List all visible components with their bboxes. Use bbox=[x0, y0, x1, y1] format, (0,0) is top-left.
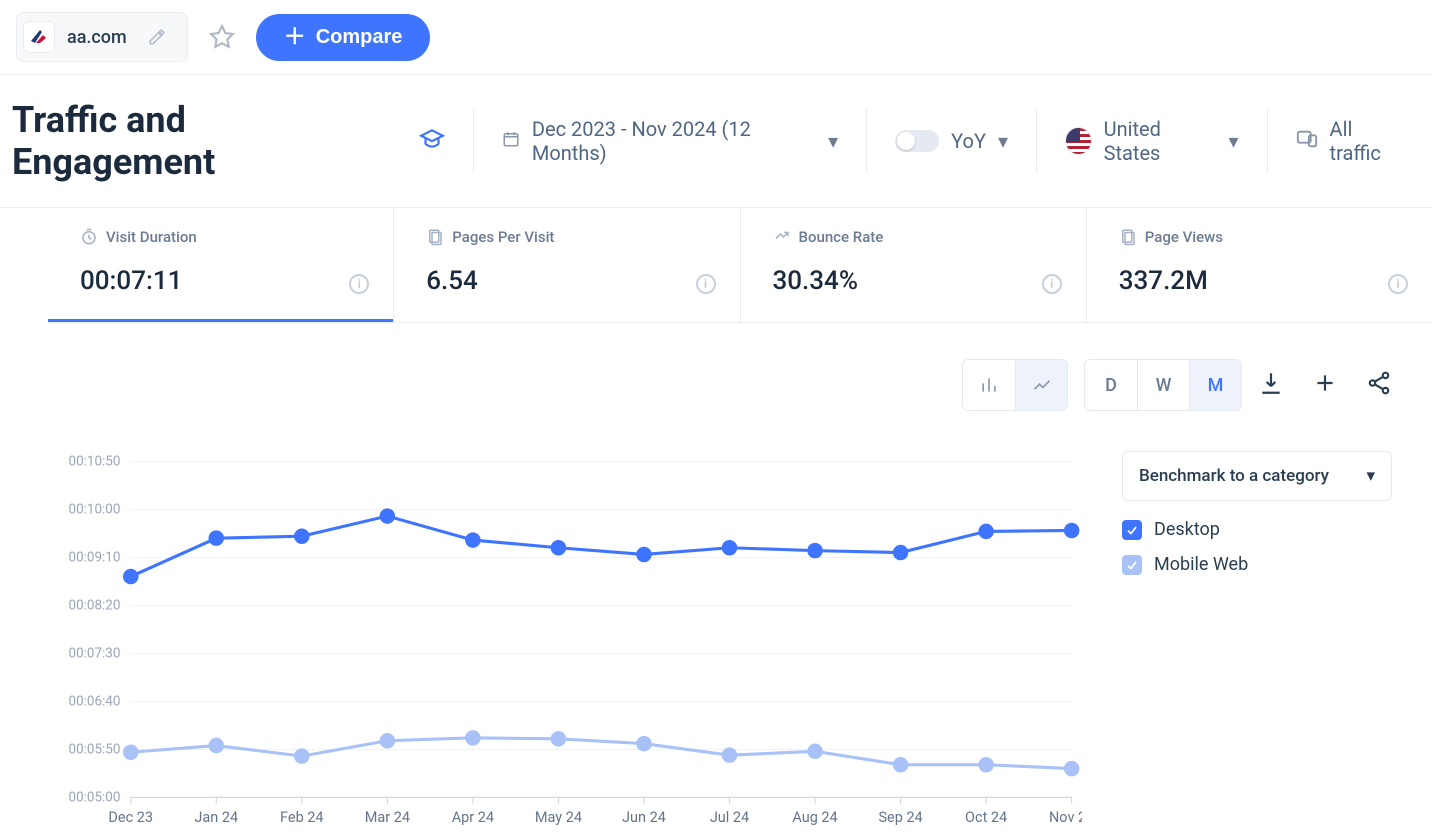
metric-label: Page Views bbox=[1145, 228, 1223, 246]
svg-text:00:09:10: 00:09:10 bbox=[69, 550, 121, 565]
info-icon[interactable]: i bbox=[1042, 274, 1062, 294]
metric-bounce-rate[interactable]: Bounce Rate 30.34%i bbox=[741, 208, 1087, 322]
granularity-D[interactable]: D bbox=[1085, 360, 1137, 410]
flag-icon bbox=[1065, 127, 1092, 155]
date-range-selector[interactable]: Dec 2023 - Nov 2024 (12 Months) ▾ bbox=[474, 117, 866, 165]
metric-value: 6.54 bbox=[426, 266, 707, 296]
checkbox-icon[interactable] bbox=[1122, 555, 1142, 575]
chart-zone: 00:10:50 00:10:00 00:09:10 00:08:20 00:07:30… bbox=[0, 411, 1432, 838]
topbar: aa.com ＋ Compare bbox=[0, 0, 1432, 74]
download-icon[interactable] bbox=[1258, 370, 1284, 400]
benchmark-label: Benchmark to a category bbox=[1139, 466, 1329, 486]
metric-pages-per-visit[interactable]: Pages Per Visit 6.54i bbox=[394, 208, 740, 322]
plus-icon[interactable] bbox=[1312, 370, 1338, 400]
education-icon[interactable] bbox=[419, 126, 445, 156]
svg-text:Nov 24: Nov 24 bbox=[1049, 809, 1082, 826]
metric-value: 30.34% bbox=[773, 266, 1054, 296]
legend-item-1[interactable]: Mobile Web bbox=[1122, 554, 1392, 575]
traffic-chart: 00:10:50 00:10:00 00:09:10 00:08:20 00:07:30… bbox=[48, 451, 1082, 834]
metric-label: Pages Per Visit bbox=[452, 228, 554, 246]
edit-icon[interactable] bbox=[139, 19, 175, 55]
checkbox-icon[interactable] bbox=[1122, 520, 1142, 540]
title-wrap: Traffic and Engagement bbox=[0, 75, 473, 207]
metric-visit-duration[interactable]: Visit Duration 00:07:11i bbox=[48, 208, 394, 322]
devices-icon bbox=[1296, 128, 1318, 155]
svg-text:00:05:00: 00:05:00 bbox=[69, 791, 121, 806]
svg-text:00:10:50: 00:10:50 bbox=[69, 454, 121, 469]
site-favicon bbox=[23, 21, 55, 53]
vis-line-button[interactable] bbox=[1015, 360, 1067, 410]
metric-value: 337.2M bbox=[1119, 266, 1400, 296]
country-label: United States bbox=[1104, 117, 1217, 165]
country-selector[interactable]: United States ▾ bbox=[1037, 117, 1267, 165]
svg-text:00:10:00: 00:10:00 bbox=[69, 502, 121, 517]
vis-bar-button[interactable] bbox=[963, 360, 1015, 410]
granularity-M[interactable]: M bbox=[1189, 360, 1241, 410]
svg-text:00:08:20: 00:08:20 bbox=[69, 598, 121, 613]
svg-text:Dec 23: Dec 23 bbox=[108, 809, 153, 826]
legend-label: Mobile Web bbox=[1154, 554, 1248, 575]
chart-action-icons bbox=[1258, 370, 1392, 400]
svg-text:Apr 24: Apr 24 bbox=[452, 809, 494, 826]
benchmark-dropdown[interactable]: Benchmark to a category ▾ bbox=[1122, 451, 1392, 501]
chart-legend: Desktop Mobile Web bbox=[1122, 519, 1392, 575]
metric-page-views[interactable]: Page Views 337.2Mi bbox=[1087, 208, 1432, 322]
svg-text:00:05:50: 00:05:50 bbox=[69, 743, 121, 758]
header-row: Traffic and Engagement Dec 2023 - Nov 20… bbox=[0, 74, 1432, 208]
svg-text:Mar 24: Mar 24 bbox=[365, 809, 410, 826]
vis-mode-group bbox=[962, 359, 1068, 411]
share-icon[interactable] bbox=[1366, 370, 1392, 400]
svg-text:Jul 24: Jul 24 bbox=[710, 809, 749, 826]
calendar-icon bbox=[502, 129, 520, 153]
traffic-type-label: All traffic bbox=[1330, 117, 1404, 165]
chevron-down-icon: ▾ bbox=[1229, 129, 1239, 153]
traffic-type-selector[interactable]: All traffic bbox=[1268, 117, 1432, 165]
page-title: Traffic and Engagement bbox=[0, 75, 403, 207]
chevron-down-icon: ▾ bbox=[828, 129, 838, 153]
metrics-row: Visit Duration00:07:11iPages Per Visit6.… bbox=[48, 208, 1432, 323]
star-icon[interactable] bbox=[204, 19, 240, 55]
yoy-label: YoY bbox=[951, 129, 986, 153]
chart-sidebar: Benchmark to a category ▾ Desktop Mobile … bbox=[1082, 451, 1392, 575]
svg-text:Jun 24: Jun 24 bbox=[622, 809, 666, 826]
compare-button[interactable]: ＋ Compare bbox=[256, 14, 431, 61]
svg-text:00:06:40: 00:06:40 bbox=[69, 695, 121, 710]
svg-text:Oct 24: Oct 24 bbox=[965, 809, 1007, 826]
legend-item-0[interactable]: Desktop bbox=[1122, 519, 1392, 540]
site-domain: aa.com bbox=[67, 27, 127, 48]
yoy-toggle[interactable]: YoY ▾ bbox=[867, 129, 1036, 153]
compare-label: Compare bbox=[316, 26, 403, 49]
toggle-switch[interactable] bbox=[895, 130, 939, 152]
info-icon[interactable]: i bbox=[349, 274, 369, 294]
plus-icon: ＋ bbox=[284, 26, 306, 48]
chevron-down-icon: ▾ bbox=[998, 129, 1008, 153]
chevron-down-icon: ▾ bbox=[1366, 466, 1375, 486]
svg-text:Sep 24: Sep 24 bbox=[878, 809, 922, 826]
chart-container: 00:10:50 00:10:00 00:09:10 00:08:20 00:07:30… bbox=[48, 451, 1082, 838]
svg-text:Jan 24: Jan 24 bbox=[194, 809, 238, 826]
info-icon[interactable]: i bbox=[1388, 274, 1408, 294]
info-icon[interactable]: i bbox=[696, 274, 716, 294]
site-chip[interactable]: aa.com bbox=[16, 12, 188, 62]
svg-text:00:07:30: 00:07:30 bbox=[69, 647, 121, 662]
granularity-W[interactable]: W bbox=[1137, 360, 1189, 410]
metric-label: Visit Duration bbox=[106, 228, 197, 246]
svg-text:Feb 24: Feb 24 bbox=[280, 809, 324, 826]
metric-label: Bounce Rate bbox=[799, 228, 884, 246]
chart-toolbar: DWM bbox=[48, 359, 1392, 411]
legend-label: Desktop bbox=[1154, 519, 1220, 540]
date-range-label: Dec 2023 - Nov 2024 (12 Months) bbox=[532, 117, 816, 165]
svg-text:May 24: May 24 bbox=[535, 809, 582, 826]
metric-value: 00:07:11 bbox=[80, 266, 361, 296]
granularity-group: DWM bbox=[1084, 359, 1242, 411]
svg-text:Aug 24: Aug 24 bbox=[792, 809, 837, 826]
